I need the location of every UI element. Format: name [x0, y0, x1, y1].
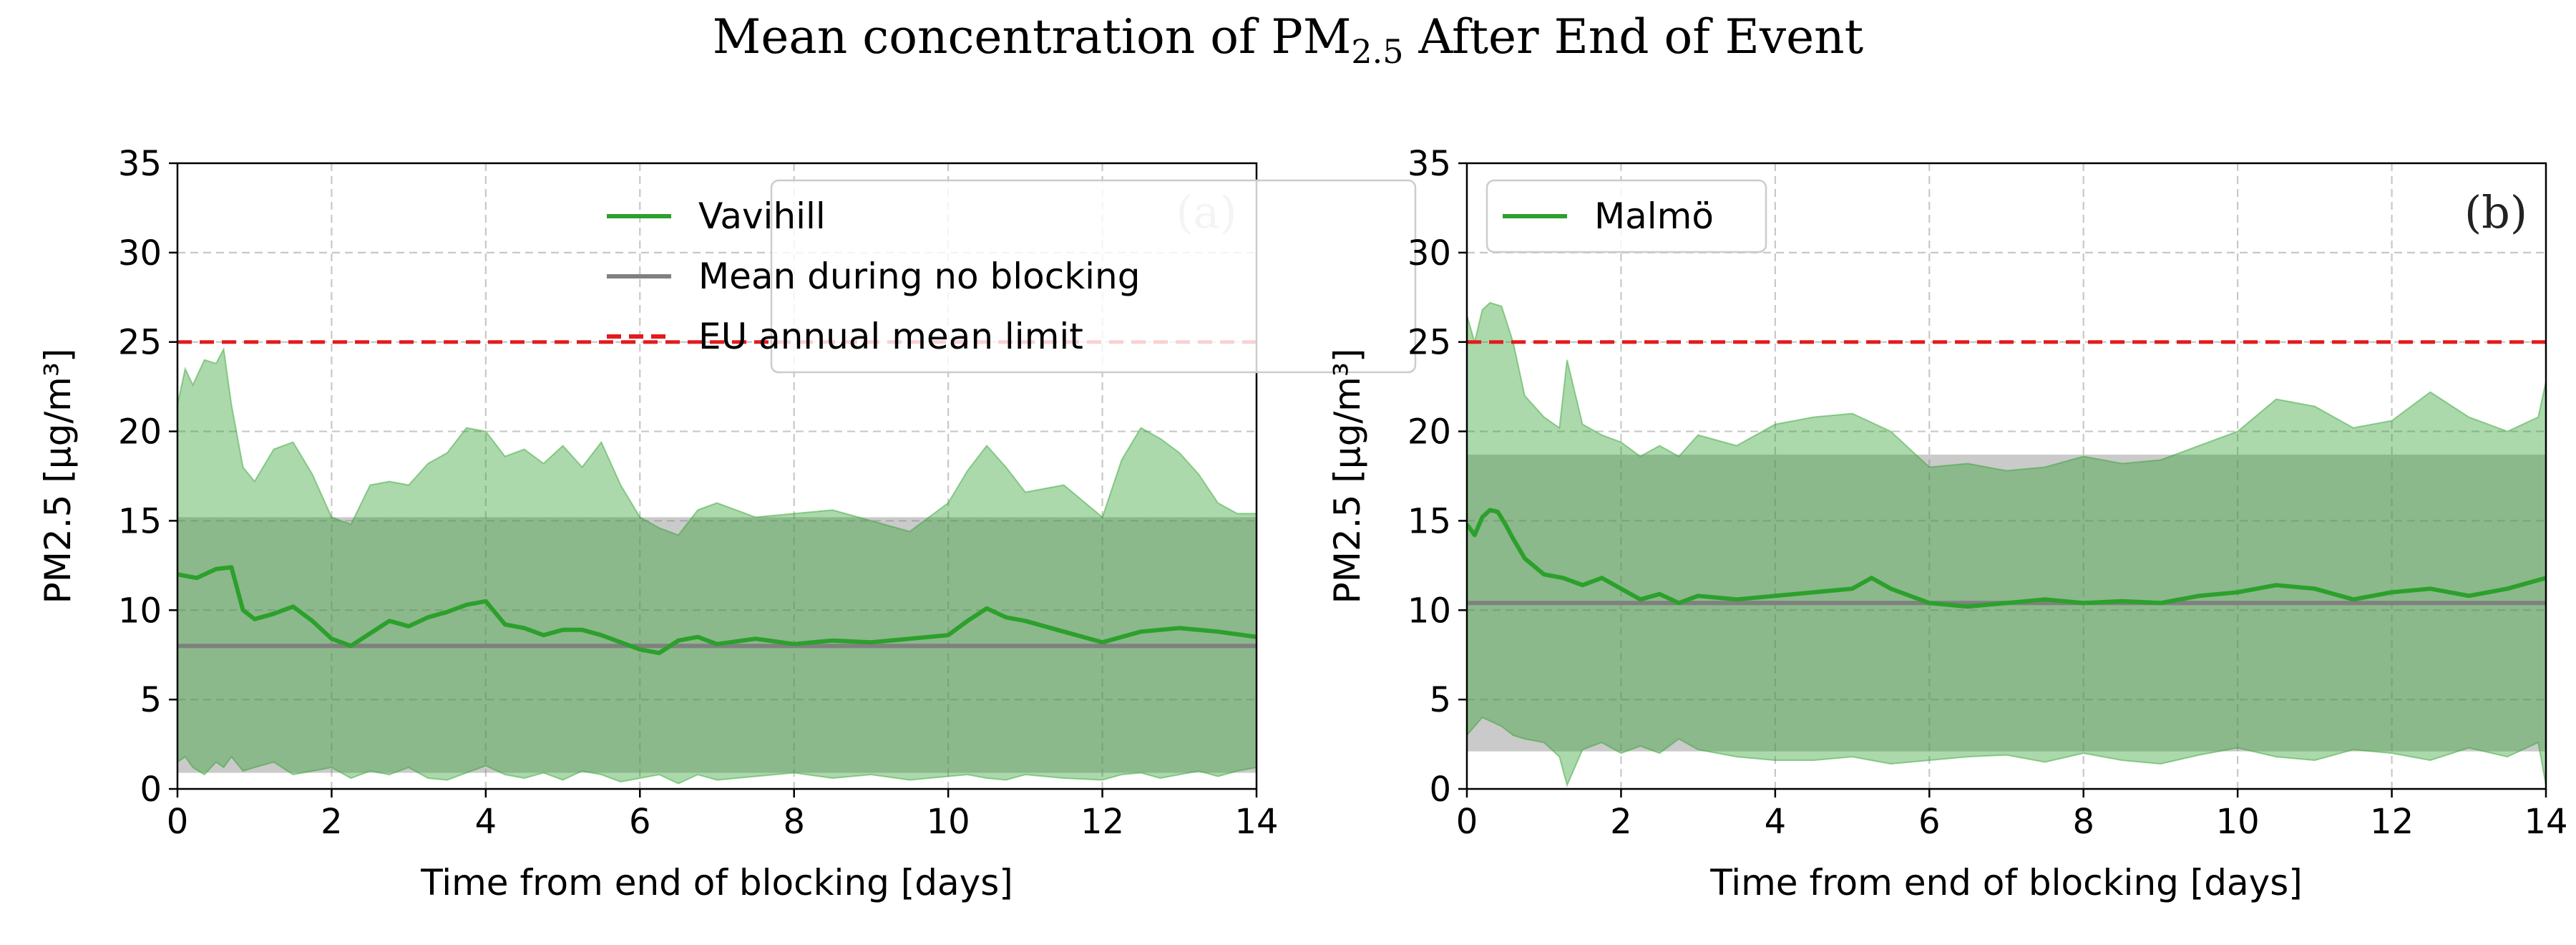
y-tick-label: 35: [1407, 144, 1451, 184]
spread-band: [1467, 301, 2546, 788]
y-axis-label: PM2.5 [µg/m³]: [37, 349, 79, 604]
axes-frame: [1465, 162, 2547, 790]
x-tick-label: 4: [475, 802, 497, 842]
y-tick-label: 20: [1407, 412, 1451, 452]
legend-label: Vavihill: [698, 195, 826, 237]
y-tick-label: 15: [118, 501, 162, 541]
x-tick-label: 2: [1610, 802, 1632, 842]
x-tick-label: 14: [1234, 802, 1278, 842]
y-tick-label: 10: [1407, 591, 1451, 631]
x-tick-label: 8: [2072, 802, 2094, 842]
y-axis-label: PM2.5 [µg/m³]: [1327, 349, 1368, 604]
x-tick-label: 6: [1918, 802, 1941, 842]
legend-label: EU annual mean limit: [698, 316, 1083, 357]
y-tick-label: 30: [118, 233, 162, 273]
panel-label: (b): [2464, 186, 2527, 238]
y-tick-label: 35: [118, 144, 162, 184]
title-main: Mean concentration of PM: [713, 9, 1352, 64]
y-tick-label: 20: [118, 412, 162, 452]
series-line: [1467, 508, 2546, 609]
x-tick-label: 6: [629, 802, 651, 842]
legend-label: Mean during no blocking: [698, 256, 1140, 297]
x-tick-label: 10: [2216, 802, 2260, 842]
panel-a: 0 2 4 6 8 10 12 14 0 5 10 15 20 25 30 35 Time from end o…: [37, 144, 1417, 903]
y-tick-label: 5: [140, 680, 162, 720]
title-rest: After End of Event: [1404, 9, 1864, 64]
legend: Malmö: [1485, 179, 1767, 253]
panel-b: 0 2 4 6 8 10 12 14 0 5 10 15 20 25 30 35 Time from end o…: [1327, 144, 2568, 903]
x-tick-label: 10: [927, 802, 970, 842]
y-tick-label: 15: [1407, 501, 1451, 541]
y-tick-label: 25: [1407, 323, 1451, 363]
y-tick-label: 0: [140, 770, 162, 810]
y-tick-label: 5: [1429, 680, 1451, 720]
x-tick-label: 0: [1456, 802, 1478, 842]
legend-label: Malmö: [1594, 195, 1714, 237]
x-tick-label: 4: [1765, 802, 1787, 842]
y-tick-label: 10: [118, 591, 162, 631]
x-tick-label: 0: [167, 802, 189, 842]
x-tick-label: 14: [2524, 802, 2567, 842]
legend: Vavihill Mean during no blocking EU annual…: [607, 179, 1417, 374]
y-tick-label: 0: [1429, 770, 1451, 810]
legend-frame: [770, 179, 1417, 374]
spread-band: [177, 346, 1257, 785]
x-tick-label: 12: [1080, 802, 1124, 842]
legend-frame: [1485, 179, 1767, 253]
x-axis-label: Time from end of blocking [days]: [420, 862, 1013, 903]
plot-area: [1467, 163, 2546, 789]
figure-title: Mean concentration of PM2.5 After End of…: [713, 9, 1863, 71]
plot-area: [177, 163, 1257, 789]
y-tick-label: 25: [118, 323, 162, 363]
x-tick-label: 8: [783, 802, 805, 842]
x-tick-label: 2: [321, 802, 343, 842]
y-tick-label: 30: [1407, 233, 1451, 273]
series-line: [177, 565, 1257, 656]
title-subscript: 2.5: [1351, 32, 1403, 71]
axes-frame: [176, 162, 1258, 790]
x-axis-label: Time from end of blocking [days]: [1709, 862, 2303, 903]
x-tick-label: 12: [2370, 802, 2414, 842]
